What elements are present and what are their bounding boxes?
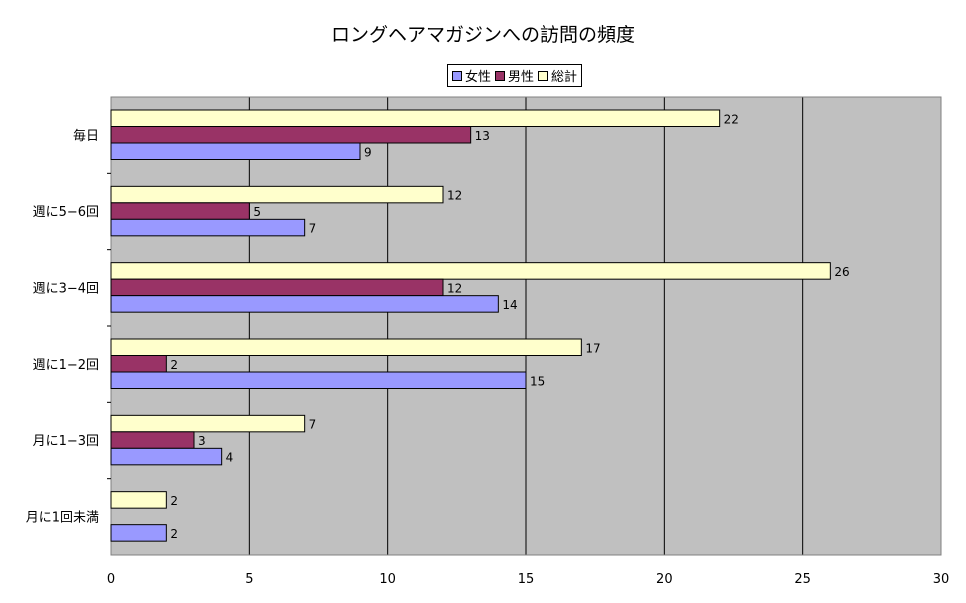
data-label: 12 xyxy=(447,281,462,295)
x-tick-label: 5 xyxy=(245,572,253,587)
category-label: 月に1−3回 xyxy=(33,434,99,449)
data-label: 13 xyxy=(475,129,490,143)
x-tick-label: 10 xyxy=(379,572,396,587)
x-tick-label: 25 xyxy=(794,572,811,587)
data-label: 17 xyxy=(585,341,600,355)
bar xyxy=(110,431,195,449)
data-label: 2 xyxy=(170,527,178,541)
data-label: 22 xyxy=(724,112,739,126)
legend-label-female: 女性 xyxy=(465,70,492,85)
bar xyxy=(110,126,472,144)
data-label: 7 xyxy=(309,418,317,432)
bar xyxy=(110,142,361,160)
data-label: 7 xyxy=(309,222,317,236)
data-label: 3 xyxy=(198,434,206,448)
x-tick-label: 0 xyxy=(107,572,115,587)
x-tick-label: 30 xyxy=(933,572,950,587)
bar xyxy=(110,202,250,220)
bar xyxy=(110,218,306,237)
bar xyxy=(110,278,444,297)
bar xyxy=(110,371,527,389)
data-label: 2 xyxy=(170,494,178,508)
legend-item-male: 男性 xyxy=(495,66,534,85)
legend-swatch-male xyxy=(495,70,506,81)
x-tick-label: 15 xyxy=(518,572,535,587)
chart-title: ロングヘアマガジンへの訪問の頻度 xyxy=(330,24,635,46)
data-label: 26 xyxy=(834,265,849,279)
category-label: 週に3−4回 xyxy=(33,281,99,296)
legend-swatch-female xyxy=(452,70,462,81)
x-tick-label: 20 xyxy=(656,572,673,587)
bar xyxy=(110,262,831,280)
category-label: 週に1−2回 xyxy=(33,358,99,373)
data-label: 5 xyxy=(253,205,261,219)
data-label: 14 xyxy=(502,298,517,312)
bar xyxy=(110,338,582,356)
legend: 女性 男性 総計 xyxy=(447,64,583,87)
bar xyxy=(110,447,223,466)
data-label: 9 xyxy=(364,145,372,159)
category-label: 毎日 xyxy=(73,128,99,144)
legend-item-total: 総計 xyxy=(538,66,577,85)
bar xyxy=(110,491,167,509)
bar xyxy=(110,524,167,542)
bar xyxy=(110,295,499,313)
legend-label-total: 総計 xyxy=(551,70,578,85)
bar xyxy=(110,414,306,433)
category-label: 月に1回未満 xyxy=(26,510,99,525)
bar xyxy=(110,185,444,204)
bar xyxy=(110,109,721,127)
data-label: 12 xyxy=(447,189,462,203)
legend-swatch-total xyxy=(538,70,549,81)
legend-item-female: 女性 xyxy=(452,66,491,85)
bar xyxy=(110,355,167,373)
data-label: 2 xyxy=(170,358,178,372)
legend-label-male: 男性 xyxy=(508,70,535,85)
data-label: 4 xyxy=(226,451,234,465)
data-label: 15 xyxy=(530,374,545,388)
category-label: 週に5−6回 xyxy=(33,205,99,220)
